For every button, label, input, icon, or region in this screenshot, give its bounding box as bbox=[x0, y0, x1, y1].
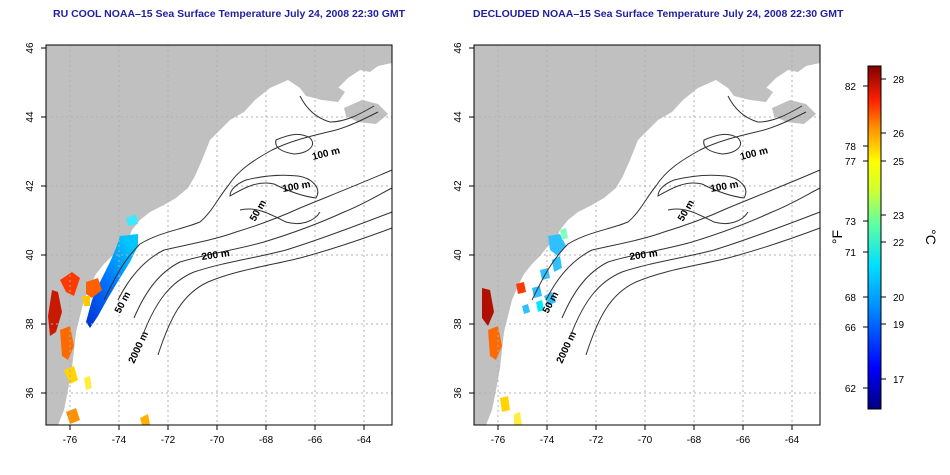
land-mass bbox=[474, 45, 820, 425]
fahrenheit-tick: 73 bbox=[845, 217, 857, 228]
y-tick-label: 42 bbox=[453, 180, 464, 192]
y-tick-label: 40 bbox=[25, 249, 36, 261]
sst-band bbox=[86, 234, 138, 328]
x-tick-label: -76 bbox=[491, 435, 506, 446]
fahrenheit-tick: 66 bbox=[845, 323, 857, 334]
x-tick-label: -68 bbox=[687, 435, 702, 446]
x-tick-label: -74 bbox=[540, 435, 555, 446]
y-tick-label: 36 bbox=[25, 387, 36, 399]
land-mass bbox=[46, 45, 392, 425]
x-tick-label: -68 bbox=[259, 435, 274, 446]
y-tick-label: 36 bbox=[453, 387, 464, 399]
contour-label-200m: 200 m bbox=[629, 248, 659, 263]
x-tick-label: -64 bbox=[357, 435, 372, 446]
y-tick-label: 40 bbox=[453, 249, 464, 261]
fahrenheit-tick: 62 bbox=[845, 384, 857, 395]
celsius-tick: 28 bbox=[893, 75, 905, 86]
right-map: 100 m 100 m 50 m 200 m 50 m 2000 m -76 -… bbox=[453, 42, 821, 446]
x-tick-label: -70 bbox=[210, 435, 225, 446]
celsius-tick: 25 bbox=[893, 157, 905, 168]
fahrenheit-axis-label: °F bbox=[829, 230, 845, 244]
fahrenheit-tick: 68 bbox=[845, 293, 857, 304]
x-tick-label: -66 bbox=[308, 435, 323, 446]
celsius-tick: 22 bbox=[893, 238, 905, 249]
left-map-title: RU COOL NOAA–15 Sea Surface Temperature … bbox=[53, 8, 406, 20]
x-tick-label: -66 bbox=[736, 435, 751, 446]
y-tick-label: 38 bbox=[453, 318, 464, 330]
y-tick-label: 42 bbox=[25, 180, 36, 192]
contour-label-100m-south: 100 m bbox=[282, 179, 312, 195]
celsius-tick: 17 bbox=[893, 375, 905, 386]
y-tick-label: 46 bbox=[25, 42, 36, 54]
celsius-tick: 26 bbox=[893, 129, 905, 140]
x-tick-label: -72 bbox=[161, 435, 176, 446]
contour-label-200m: 200 m bbox=[201, 248, 231, 263]
y-tick-label: 44 bbox=[25, 111, 36, 123]
y-tick-label: 38 bbox=[25, 318, 36, 330]
celsius-tick: 19 bbox=[893, 320, 905, 331]
contour-label-100m-south: 100 m bbox=[710, 179, 740, 195]
x-tick-label: -64 bbox=[785, 435, 800, 446]
y-tick-label: 46 bbox=[453, 42, 464, 54]
x-tick-label: -76 bbox=[63, 435, 78, 446]
y-tick-label: 44 bbox=[453, 111, 464, 123]
celsius-tick: 23 bbox=[893, 211, 905, 222]
x-tick-label: -72 bbox=[589, 435, 604, 446]
left-map: 100 m 100 m 50 m 200 m 50 m 2000 m -76 -… bbox=[25, 42, 393, 446]
fahrenheit-tick: 71 bbox=[845, 248, 857, 259]
x-tick-label: -70 bbox=[638, 435, 653, 446]
celsius-axis-label: °C bbox=[923, 229, 939, 245]
fahrenheit-tick: 78 bbox=[845, 142, 857, 153]
x-tick-label: -74 bbox=[112, 435, 127, 446]
fahrenheit-tick: 77 bbox=[845, 157, 857, 168]
temperature-colorbar: 82 78 77 73 71 68 66 62 28 26 25 23 22 2… bbox=[829, 65, 939, 410]
right-map-title: DECLOUDED NOAA–15 Sea Surface Temperatur… bbox=[473, 8, 844, 20]
fahrenheit-tick: 82 bbox=[845, 82, 857, 93]
celsius-tick: 20 bbox=[893, 293, 905, 304]
